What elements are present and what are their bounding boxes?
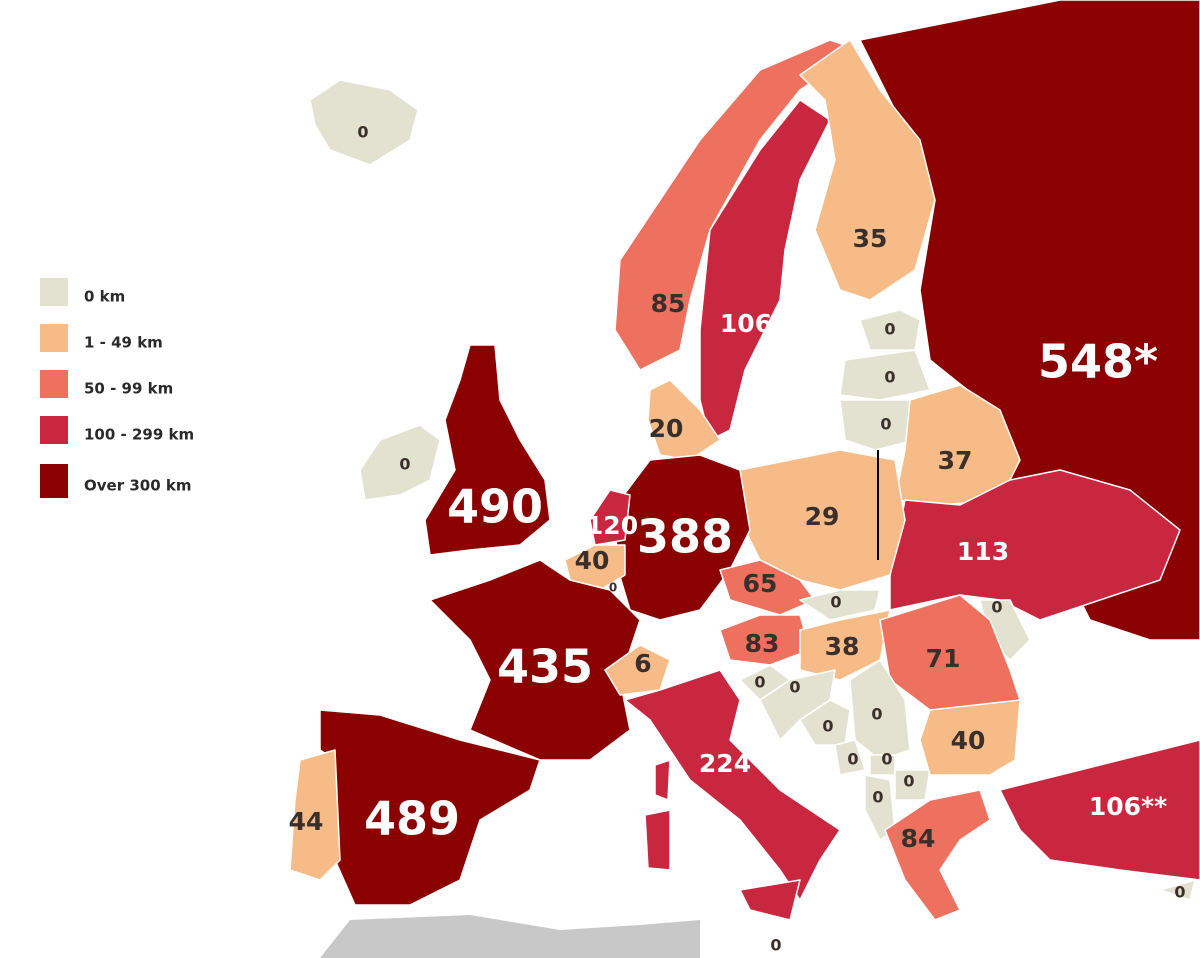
bulgaria — [919, 699, 1021, 776]
country-label: 40 — [951, 726, 986, 755]
country-label: 0 — [871, 705, 882, 724]
country-label: 0 — [884, 320, 895, 339]
switzerland — [604, 644, 671, 696]
country-label: 0 — [357, 123, 368, 142]
country-label: 388 — [637, 510, 733, 564]
norway — [614, 39, 861, 371]
italy — [624, 669, 841, 901]
legend-label: Over 300 km — [84, 477, 191, 495]
legend-label: 100 - 299 km — [84, 426, 194, 444]
country-label: 71 — [926, 644, 961, 673]
country-label: 113 — [957, 537, 1009, 566]
country-label: 548* — [1038, 335, 1158, 389]
country-label: 85 — [651, 289, 686, 318]
country-label: 0 — [770, 936, 781, 955]
country-label: 0 — [847, 750, 858, 769]
ireland — [359, 424, 441, 501]
country-labels: 0 0 490 85 106 35 548* 0 0 0 20 37 120 4… — [289, 123, 1186, 955]
country-label: 38 — [825, 632, 860, 661]
turkey — [999, 739, 1200, 881]
country-label: 37 — [938, 446, 973, 475]
country-label: 0 — [789, 678, 800, 697]
france — [429, 559, 641, 761]
sicily — [739, 879, 801, 921]
country-label: 0 — [399, 455, 410, 474]
portugal — [289, 749, 341, 881]
country-label: 65 — [743, 569, 778, 598]
land-shapes — [289, 0, 1200, 958]
north-africa — [320, 915, 700, 958]
north-macedonia — [894, 769, 931, 801]
legend: 0 km 1 - 49 km 50 - 99 km 100 - 299 km O… — [40, 278, 194, 498]
country-label: 0 — [754, 673, 765, 692]
country-label: 20 — [649, 414, 684, 443]
legend-swatch — [40, 370, 68, 398]
ukraine — [889, 469, 1181, 621]
finland — [799, 39, 936, 301]
slovakia — [799, 589, 881, 621]
denmark — [647, 379, 721, 461]
legend-label: 0 km — [84, 288, 125, 306]
legend-swatch — [40, 278, 68, 306]
country-label: 0 — [884, 368, 895, 387]
netherlands — [589, 489, 631, 546]
country-label: 84 — [901, 824, 936, 853]
country-label: 29 — [805, 502, 840, 531]
greece — [884, 789, 991, 921]
country-label: 435 — [497, 640, 593, 694]
legend-swatch — [40, 464, 68, 498]
country-label: 0 — [991, 598, 1002, 617]
estonia — [859, 309, 921, 351]
country-label: 0 — [1174, 883, 1185, 902]
country-label: 224 — [699, 749, 751, 778]
country-label: 0 — [880, 415, 891, 434]
united-kingdom — [424, 344, 551, 556]
country-label: 489 — [364, 792, 460, 846]
country-label: 0 — [609, 581, 617, 595]
country-label: 106** — [1089, 792, 1167, 821]
country-label: 6 — [634, 649, 651, 678]
sardinia — [644, 809, 671, 871]
cyprus — [1159, 879, 1196, 901]
country-label: 0 — [830, 593, 841, 612]
montenegro — [834, 739, 866, 776]
bosnia — [799, 699, 851, 746]
legend-swatch — [40, 416, 68, 444]
legend-swatch — [40, 324, 68, 352]
corsica — [654, 759, 671, 801]
country-label: 0 — [903, 772, 914, 791]
poland — [739, 449, 906, 591]
legend-label: 1 - 49 km — [84, 334, 163, 352]
country-label: 0 — [822, 717, 833, 736]
legend-label: 50 - 99 km — [84, 380, 173, 398]
country-label: 106 — [720, 309, 772, 338]
country-label: 120 — [586, 511, 638, 540]
country-label: 0 — [881, 750, 892, 769]
latvia — [839, 349, 931, 401]
country-label: 0 — [872, 788, 883, 807]
country-label: 44 — [289, 807, 324, 836]
iceland — [309, 79, 419, 166]
country-label: 490 — [447, 480, 543, 534]
country-label: 83 — [745, 629, 780, 658]
country-label: 35 — [853, 224, 888, 253]
country-label: 40 — [575, 546, 610, 575]
